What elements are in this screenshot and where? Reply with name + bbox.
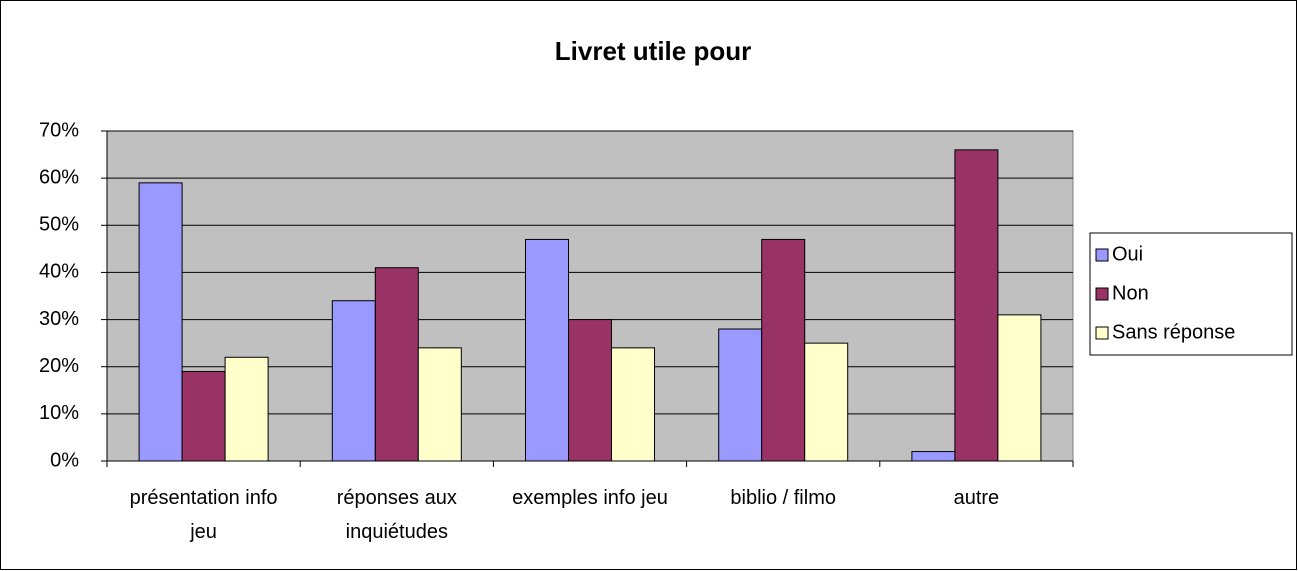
legend-label: Oui bbox=[1112, 243, 1143, 265]
legend-swatch bbox=[1095, 248, 1109, 262]
legend-box bbox=[1089, 232, 1293, 356]
y-tick-label: 40% bbox=[39, 261, 79, 283]
legend-swatch bbox=[1095, 287, 1109, 301]
y-tick-label: 10% bbox=[39, 402, 79, 424]
y-tick-label: 30% bbox=[39, 308, 79, 330]
y-tick-label: 60% bbox=[39, 166, 79, 188]
bar bbox=[568, 319, 612, 462]
x-tick-label: biblio / filmo bbox=[730, 487, 836, 509]
legend-label: Sans réponse bbox=[1112, 321, 1235, 343]
bar bbox=[611, 347, 655, 462]
y-tick-label: 20% bbox=[39, 355, 79, 377]
bar bbox=[954, 149, 999, 462]
bar bbox=[911, 451, 956, 462]
bar bbox=[374, 267, 419, 462]
bar bbox=[761, 238, 806, 462]
bar bbox=[224, 356, 269, 462]
bar bbox=[181, 370, 226, 462]
x-tick-label: autre bbox=[953, 487, 1000, 509]
x-tick-label: réponses aux inquiétudes bbox=[336, 487, 457, 543]
x-tick-label: présentation info jeu bbox=[129, 487, 278, 543]
bar bbox=[718, 328, 763, 462]
bar bbox=[417, 347, 462, 462]
y-tick-label: 50% bbox=[39, 214, 79, 236]
bar bbox=[804, 342, 849, 462]
legend-label: Non bbox=[1112, 282, 1149, 304]
bar bbox=[331, 300, 376, 462]
y-tick-label: 70% bbox=[39, 119, 79, 141]
y-tick-label: 0% bbox=[50, 449, 79, 471]
legend-swatch bbox=[1095, 326, 1109, 340]
bar bbox=[525, 238, 569, 462]
chart-title: Livret utile pour bbox=[555, 36, 751, 66]
x-tick-label: exemples info jeu bbox=[512, 487, 668, 509]
bar bbox=[138, 182, 183, 462]
bar bbox=[997, 314, 1042, 462]
